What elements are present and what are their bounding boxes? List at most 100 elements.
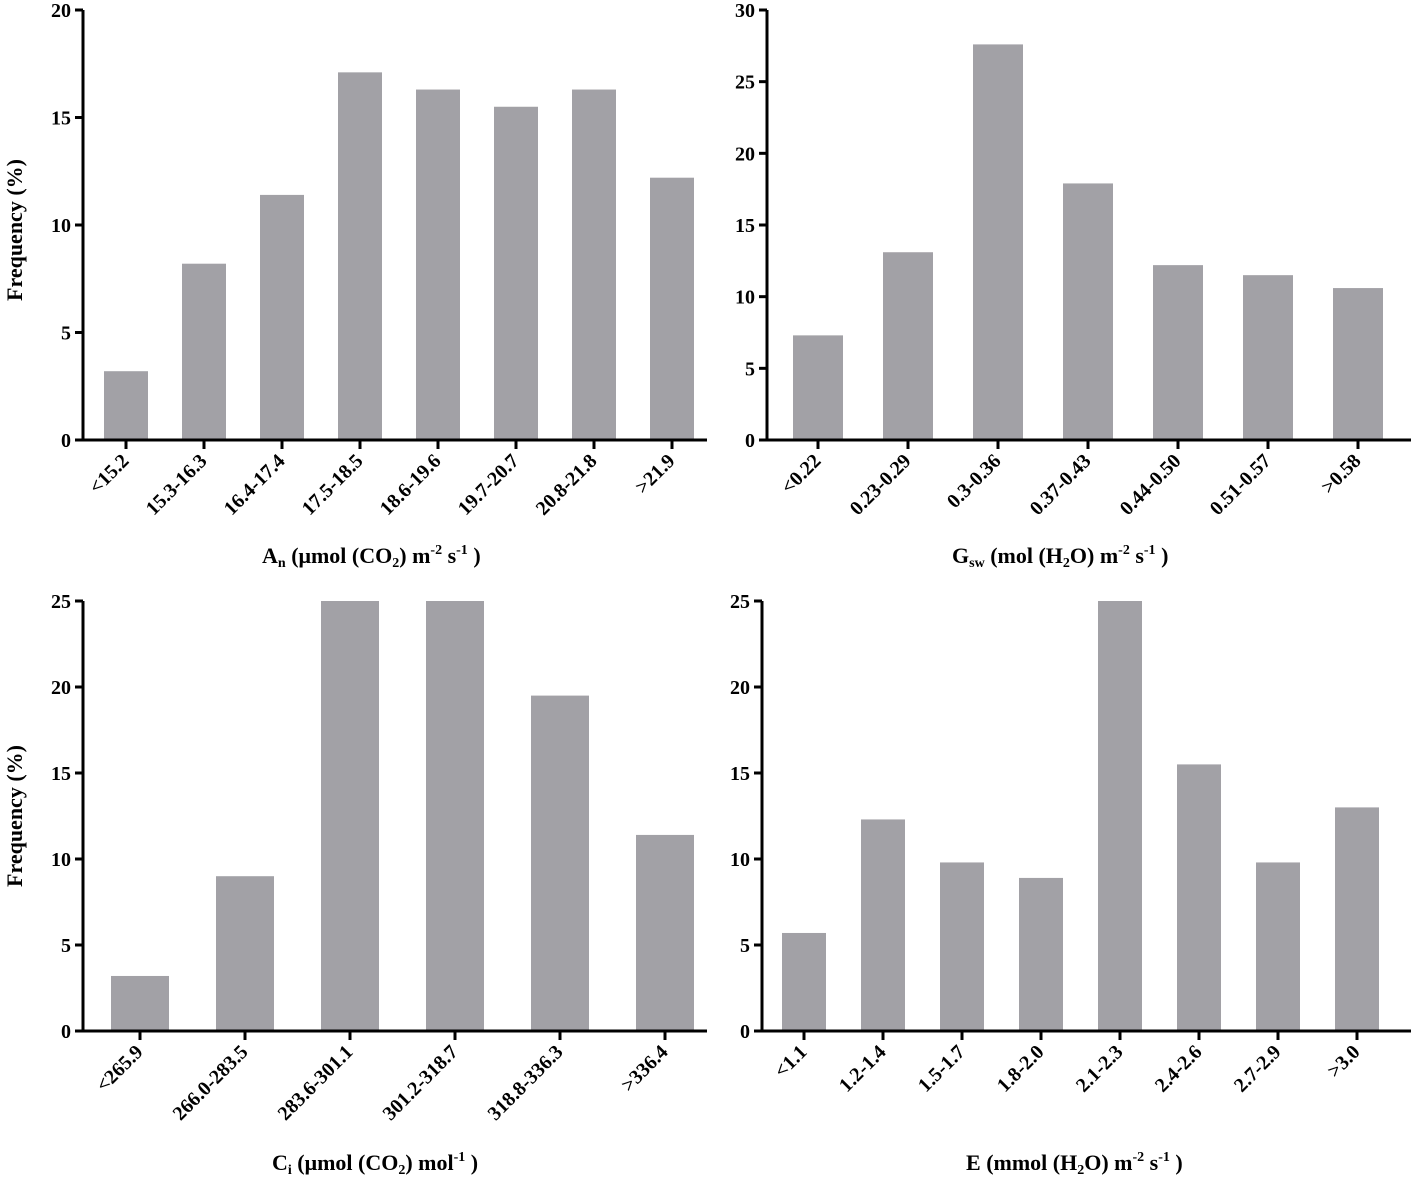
x-axis-label-part: -2 [430,543,442,558]
x-axis-label-part: s [1144,1150,1159,1175]
x-axis-label-part: ) [1156,543,1169,568]
y-tick-label: 5 [745,358,755,380]
x-tick-label: 2.7-2.9 [1230,1041,1286,1097]
x-axis-label-part: 2 [1077,1163,1084,1178]
x-axis-label-part: -1 [1144,543,1156,558]
x-axis-label-part: s [1130,543,1145,568]
x-axis-label-part: A [262,543,278,568]
bar [182,263,226,440]
x-tick-label: >3.0 [1323,1041,1364,1082]
y-tick-label: 0 [745,430,755,452]
x-tick-label: 301.2-318.7 [379,1041,463,1125]
y-tick-label: 30 [735,0,755,22]
x-axis-label-part: 2 [392,556,399,571]
x-tick-label: <15.2 [85,450,133,498]
y-tick-label: 20 [730,677,750,699]
y-tick-label: 10 [51,849,71,871]
x-axis-label-part: -1 [456,543,468,558]
x-axis-label-part: 2 [1063,556,1070,571]
x-axis-label-part: ) [468,543,481,568]
chart-panel-An: 0 5 10 15 20 <15.2 15.3-16.3 16.4-17.4 17.5-18.5… [2,0,707,571]
x-axis-label-part: C [272,1150,288,1175]
x-tick-label: 15.3-16.3 [142,450,212,520]
y-tick-label: 25 [730,591,750,613]
x-tick-label: 17.5-18.5 [298,450,368,520]
bar [426,601,484,1031]
x-tick-label: 18.6-19.6 [376,450,446,520]
bar [1019,877,1063,1031]
x-axis-label-part: n [278,556,286,571]
bar [793,335,843,440]
bar [650,177,694,440]
chart-panel-Ci: 0 5 10 15 20 25 <265.9 266.0-283.5 283.6-301.1 30… [2,591,707,1178]
y-tick-label: 15 [735,215,755,237]
chart-panel-E: 0 5 10 15 20 25 <1.1 1.2-1.4 1.5-1.7 1.8-2.0 2.1-2… [730,591,1411,1178]
bar [1098,601,1142,1031]
bar [104,371,148,440]
y-axis-label: Frequency (%) [2,745,27,887]
bar [973,44,1023,441]
x-tick-label: 2.4-2.6 [1151,1041,1207,1097]
x-tick-label: 0.23-0.29 [846,450,916,520]
x-tick-label: <0.22 [777,450,825,498]
x-tick-label: <265.9 [92,1041,147,1096]
x-tick-label: 1.2-1.4 [835,1041,891,1097]
bar [321,601,379,1031]
x-axis-label-part: O) m [1070,543,1118,568]
bar [572,89,616,441]
x-axis-label-part: (μmol (CO [292,1150,399,1175]
bar [416,89,460,441]
bar [1335,807,1379,1031]
bar [531,695,589,1031]
bar [1177,764,1221,1031]
y-tick-label: 15 [51,108,71,130]
bar [1063,183,1113,440]
x-tick-label: <1.1 [770,1041,811,1082]
x-axis-label: Ci​ (μmol (CO2​) mol-1​ ) [272,1150,478,1178]
y-tick-label: 15 [51,763,71,785]
x-tick-label: 0.51-0.57 [1206,450,1276,520]
y-tick-label: 0 [61,430,71,452]
x-axis-label-part: ) [1170,1150,1183,1175]
x-tick-label: >21.9 [631,450,679,498]
y-tick-label: 0 [61,1021,71,1043]
bar [782,932,826,1031]
x-tick-label: 283.6-301.1 [274,1041,358,1125]
bar [940,862,984,1031]
x-axis-label-part: O) m [1084,1150,1132,1175]
x-axis-label-part: (mmol (H [981,1150,1078,1175]
x-tick-label: 318.8-336.3 [484,1041,568,1125]
x-axis-label-part: -2 [1118,543,1130,558]
bar [338,72,382,440]
x-axis-label-part: -2 [1132,1150,1144,1165]
y-tick-label: 20 [51,0,71,22]
x-tick-label: 20.8-21.8 [532,450,602,520]
y-tick-label: 10 [730,849,750,871]
x-axis-label-part: G [952,543,969,568]
y-tick-label: 25 [735,72,755,94]
bar [883,252,933,440]
x-axis-label: An​ (μmol (CO2​) m-2​ s-1​ ) [262,543,481,571]
x-tick-label: 19.7-20.7 [454,450,524,520]
x-axis-label-part: ) mol [405,1150,453,1175]
x-axis-label-part: ) [465,1150,478,1175]
x-tick-label: 0.44-0.50 [1116,450,1186,520]
bar [1333,288,1383,440]
bar [111,975,169,1031]
y-tick-label: 20 [735,143,755,165]
bar [260,194,304,440]
bar [1256,862,1300,1031]
x-tick-label: 1.5-1.7 [914,1041,970,1097]
y-tick-label: 5 [740,935,750,957]
x-tick-label: >0.58 [1317,450,1365,498]
y-tick-label: 25 [51,591,71,613]
y-axis-label: Frequency (%) [2,159,27,301]
x-tick-label: 0.37-0.43 [1026,450,1096,520]
x-tick-label: 2.1-2.3 [1072,1041,1128,1097]
x-axis-label-part: sw [969,556,985,571]
y-tick-label: 20 [51,677,71,699]
x-tick-label: 16.4-17.4 [220,450,290,520]
x-axis-label-part: i [288,1163,292,1178]
bar [861,819,905,1031]
